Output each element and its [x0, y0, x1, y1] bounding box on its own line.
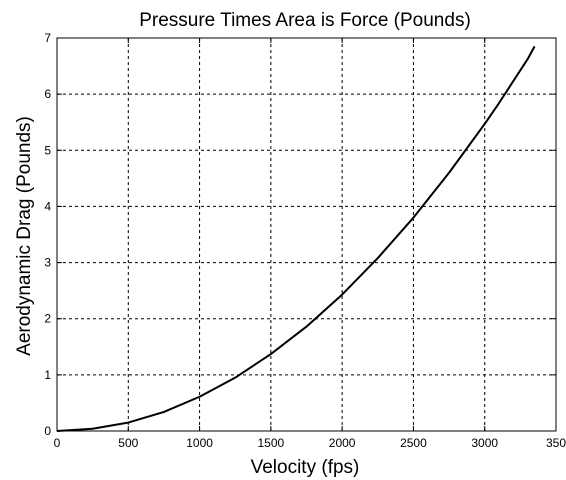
series: [56, 45, 536, 432]
x-tick-label: 3000: [471, 436, 498, 450]
x-tick-label: 1500: [258, 436, 285, 450]
x-tick-label: 350: [546, 436, 566, 450]
y-ticks: 0 1 2 3 4 5 6 7: [44, 31, 556, 438]
y-tick-label: 7: [44, 31, 51, 45]
chart-title: Pressure Times Area is Force (Pounds): [139, 10, 471, 31]
y-tick-label: 2: [44, 312, 51, 326]
y-tick-label: 1: [44, 368, 51, 382]
x-tick-label: 2000: [329, 436, 356, 450]
y-tick-label: 3: [44, 256, 51, 270]
y-tick-label: 6: [44, 87, 51, 101]
y-axis-label: Aerodynamic Drag (Pounds): [14, 116, 35, 356]
x-tick-label: 0: [54, 436, 61, 450]
grid: [57, 38, 556, 431]
x-axis-label: Velocity (fps): [251, 457, 360, 478]
plot-frame: [56, 37, 557, 432]
y-tick-label: 5: [44, 143, 51, 157]
x-tick-label: 500: [118, 436, 138, 450]
x-ticks: 0 500 1000 1500 2000 2500 3000 350: [54, 38, 566, 450]
x-tick-label: 1000: [186, 436, 213, 450]
x-tick-label: 2500: [400, 436, 427, 450]
series-line: [56, 45, 536, 432]
y-tick-label: 4: [44, 199, 51, 213]
y-tick-label: 0: [44, 424, 51, 438]
